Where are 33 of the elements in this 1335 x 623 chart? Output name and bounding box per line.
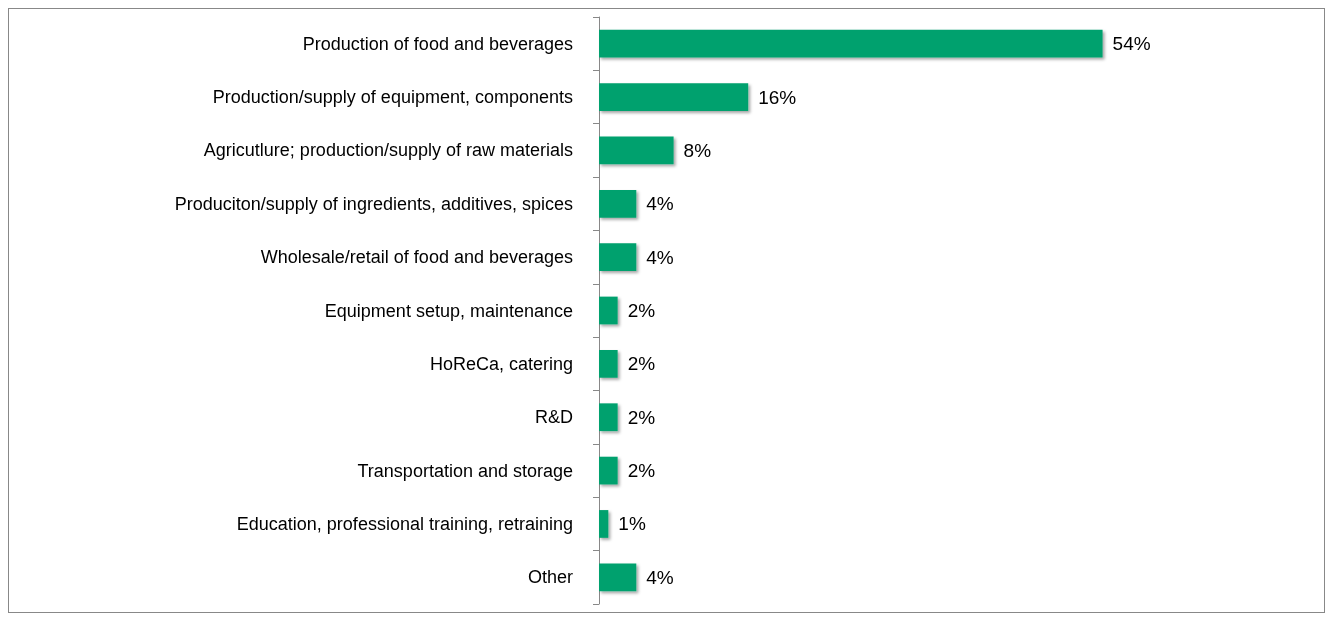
bar [599, 456, 618, 485]
bar [599, 296, 618, 325]
y-tick-label: Equipment setup, maintenance [324, 300, 573, 321]
bar [599, 29, 1103, 58]
data-label: 4% [646, 566, 674, 588]
y-tick-label: Production of food and beverages [302, 33, 573, 54]
data-label: 4% [646, 246, 674, 268]
bar [599, 189, 637, 218]
y-tick-label: HoReCa, catering [429, 353, 573, 374]
bar [599, 403, 618, 432]
y-tick-label: Wholesale/retail of food and beverages [260, 247, 573, 268]
y-tick-label: R&D [534, 407, 573, 428]
y-tick-label: Agricutlure; production/supply of raw materials [203, 140, 573, 161]
data-label: 2% [627, 353, 656, 375]
bar [599, 563, 637, 592]
data-label: 54% [1112, 33, 1151, 55]
y-tick-label: Education, professional training, retraining [236, 513, 573, 534]
bar [599, 510, 609, 538]
data-label: 8% [683, 139, 712, 161]
bar [599, 349, 618, 378]
data-label: 1% [618, 513, 646, 535]
data-label: 16% [758, 86, 797, 108]
data-label: 4% [646, 193, 674, 215]
y-tick-label: Other [527, 567, 573, 588]
y-tick-label: Produciton/supply of ingredients, additives, spices [174, 193, 573, 214]
y-tick-label: Production/supply of equipment, components [212, 87, 573, 108]
bar [599, 243, 637, 272]
bar [599, 83, 749, 111]
data-label: 2% [627, 406, 656, 428]
y-tick-label: Transportation and storage [357, 460, 573, 481]
data-label: 2% [627, 300, 656, 321]
bar [599, 136, 674, 165]
data-label: 2% [627, 460, 656, 482]
